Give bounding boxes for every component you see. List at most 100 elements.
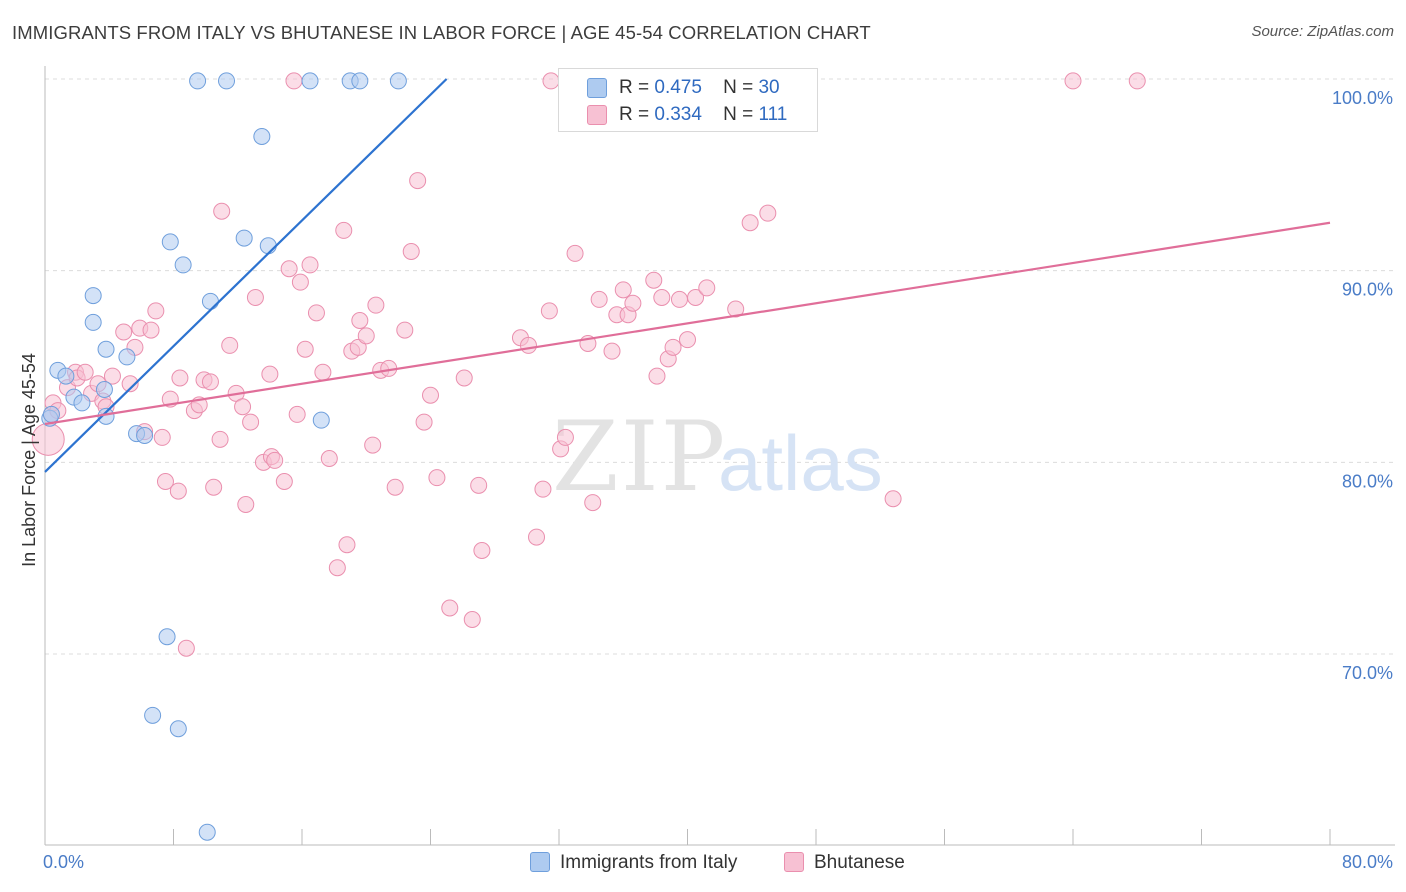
data-point <box>84 313 102 331</box>
y-tick-label: 90.0% <box>1342 280 1393 300</box>
trend-lines <box>44 78 1331 473</box>
data-point <box>169 482 187 500</box>
data-point <box>759 204 777 222</box>
data-point <box>470 476 488 494</box>
data-point <box>441 599 459 617</box>
bhutanese-points <box>31 72 1146 657</box>
data-point <box>351 72 369 90</box>
data-point <box>171 369 189 387</box>
chart-source: Source: ZipAtlas.com <box>1251 23 1394 40</box>
data-point <box>169 720 187 738</box>
legend-italy-n-value: 30 <box>758 77 780 98</box>
trend-line-italy <box>44 78 448 473</box>
x-tick-label: 0.0% <box>43 852 84 872</box>
data-point <box>727 300 745 318</box>
data-point <box>136 427 154 444</box>
data-point <box>367 296 385 314</box>
legend-bhutan-r-label: R = <box>619 104 650 125</box>
data-point <box>97 340 115 358</box>
data-point <box>205 478 223 496</box>
watermark: ZIP atlas <box>552 401 883 513</box>
data-point <box>884 490 902 508</box>
data-point <box>428 469 446 487</box>
watermark-zip: ZIP <box>552 401 727 513</box>
gridlines <box>45 78 1395 655</box>
tick-labels: 100.0% 90.0% 80.0% 70.0% 0.0% 80.0% <box>43 88 1393 872</box>
italy-points <box>41 72 407 841</box>
data-point <box>402 243 420 260</box>
data-point <box>213 202 231 220</box>
data-point <box>566 244 584 262</box>
data-point <box>664 338 682 356</box>
data-point <box>556 428 574 446</box>
data-point <box>687 289 705 306</box>
legend-bhutan-n-label: N = <box>723 104 754 125</box>
data-point <box>235 229 253 247</box>
data-point <box>542 72 560 90</box>
data-point <box>528 528 546 546</box>
bottom-legend-italy: Immigrants from Italy <box>530 852 737 874</box>
data-point <box>261 365 279 383</box>
bottom-legend-swatch-bhutan <box>784 852 804 872</box>
data-point <box>73 394 91 412</box>
data-point <box>357 327 375 345</box>
data-point <box>275 473 293 490</box>
bottom-legend-swatch-italy <box>530 852 550 872</box>
data-point <box>307 304 325 322</box>
data-point <box>84 287 102 305</box>
data-point <box>455 369 473 387</box>
data-point <box>1064 72 1082 90</box>
bottom-legend-label-bhutan: Bhutanese <box>814 852 905 873</box>
stats-legend: R = 0.475 N = 30 R = 0.334 N = 111 <box>558 68 818 132</box>
y-axis-label: In Labor Force | Age 45-54 <box>19 353 39 567</box>
x-tick-label: 80.0% <box>1342 852 1393 872</box>
data-point <box>103 367 121 385</box>
legend-swatch-italy <box>587 78 607 98</box>
data-point <box>534 480 552 498</box>
data-point <box>158 628 176 646</box>
y-tick-label: 100.0% <box>1332 88 1393 108</box>
data-point <box>201 292 219 310</box>
data-point <box>177 639 195 657</box>
data-point <box>1128 72 1146 90</box>
data-point <box>285 72 303 90</box>
data-point <box>312 411 330 429</box>
data-point <box>253 128 271 145</box>
legend-bhutan-r-value: 0.334 <box>654 104 702 125</box>
data-point <box>624 294 642 312</box>
data-point <box>42 405 60 423</box>
data-point <box>57 367 75 385</box>
data-point <box>590 290 608 308</box>
data-point <box>349 338 367 356</box>
data-point <box>259 237 277 255</box>
data-point <box>463 611 481 628</box>
data-point <box>698 279 716 297</box>
data-point <box>741 214 759 232</box>
data-point <box>153 428 171 446</box>
data-point <box>142 321 160 339</box>
data-point <box>118 348 136 366</box>
data-point <box>314 363 332 381</box>
data-point <box>670 290 688 308</box>
data-point <box>144 706 162 724</box>
data-point <box>242 413 260 431</box>
data-point <box>296 340 314 358</box>
data-point <box>364 436 382 454</box>
data-point <box>386 478 404 496</box>
data-point <box>645 271 663 289</box>
legend-swatch-bhutan <box>587 105 607 125</box>
data-point <box>95 381 113 398</box>
legend-italy-r-value: 0.475 <box>654 77 702 98</box>
data-point <box>648 367 666 385</box>
data-point <box>415 413 433 431</box>
data-point <box>280 260 298 278</box>
data-point <box>540 302 558 320</box>
data-point <box>211 430 229 448</box>
data-point <box>201 373 219 391</box>
data-point <box>291 273 309 291</box>
data-point <box>653 289 671 306</box>
data-point <box>679 331 696 349</box>
bottom-legend-label-italy: Immigrants from Italy <box>560 852 738 873</box>
data-point <box>147 302 165 320</box>
bottom-legend-bhutan: Bhutanese <box>784 852 905 874</box>
